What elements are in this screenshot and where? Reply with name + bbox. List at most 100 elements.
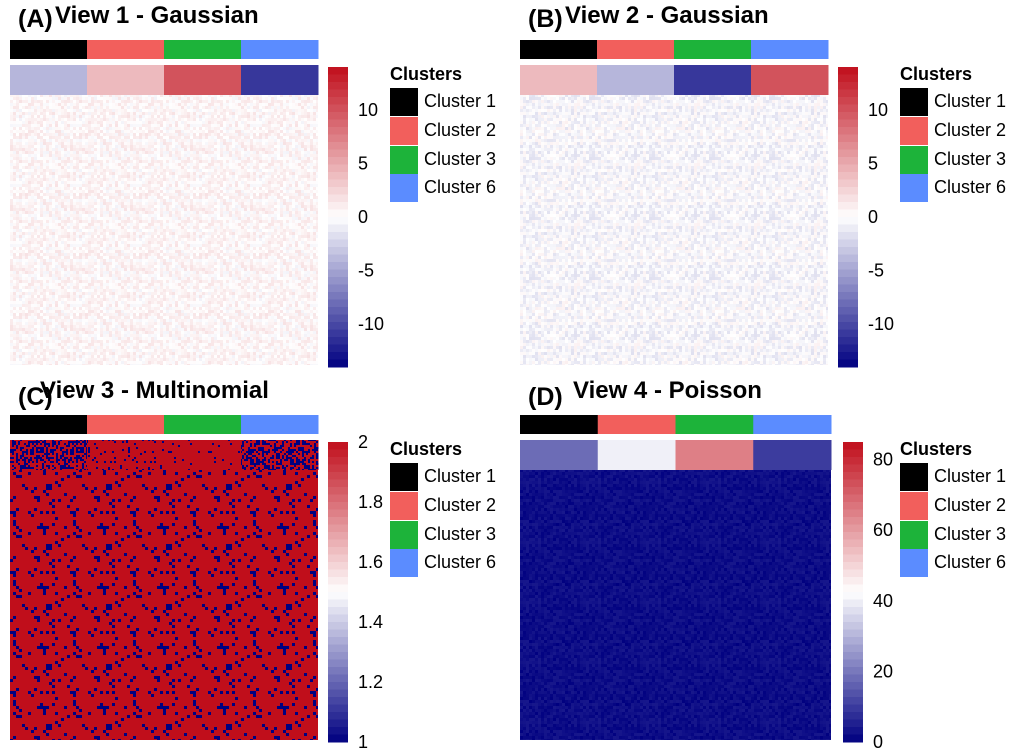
- scale-step: [328, 359, 348, 368]
- scale-step: [843, 674, 863, 683]
- scale-step: [328, 224, 348, 233]
- scale-step: [328, 472, 348, 480]
- legend-swatch: [900, 463, 928, 491]
- heatmap-block: [520, 440, 599, 470]
- scale-tick-label: 1.8: [358, 492, 383, 512]
- legend-swatch: [390, 549, 418, 577]
- color-scale: 10 5 0 -5 -10: [328, 67, 384, 368]
- scale-tick-label: 40: [873, 591, 893, 611]
- legend-label: Cluster 3: [424, 149, 497, 169]
- scale-step: [838, 314, 858, 323]
- scale-step: [328, 637, 348, 645]
- panel-label: (D): [528, 383, 563, 411]
- scale-step: [328, 104, 348, 113]
- scale-step: [328, 614, 348, 623]
- scale-step: [328, 629, 348, 638]
- scale-step: [328, 509, 348, 518]
- scale-step: [838, 119, 858, 128]
- scale-tick-label: 0: [873, 732, 883, 750]
- scale-step: [843, 727, 863, 735]
- scale-step: [838, 299, 858, 308]
- scale-step: [328, 337, 348, 345]
- scale-step: [328, 112, 348, 120]
- scale-step: [843, 577, 863, 585]
- scale-step: [328, 194, 348, 203]
- scale-step: [328, 134, 348, 143]
- scale-tick-label: -5: [358, 261, 374, 281]
- heatmap-block: [10, 440, 88, 470]
- scale-step: [328, 247, 348, 255]
- scale-step: [843, 562, 863, 570]
- legend-swatch: [390, 463, 418, 491]
- scale-step: [843, 584, 863, 593]
- scale-step: [328, 269, 348, 278]
- scale-step: [838, 262, 858, 270]
- scale-tick-label: -5: [868, 261, 884, 281]
- cluster-bar-segment: [241, 40, 319, 59]
- scale-step: [328, 457, 348, 465]
- scale-step: [838, 269, 858, 278]
- heatmap-block: [10, 65, 88, 95]
- scale-step: [838, 247, 858, 255]
- legend-swatch: [900, 117, 928, 145]
- scale-step: [843, 457, 863, 465]
- legend-label: Cluster 1: [424, 91, 497, 111]
- scale-step: [843, 569, 863, 578]
- scale-tick-label: 0: [358, 207, 368, 227]
- legend-swatch: [390, 146, 418, 174]
- scale-step: [838, 89, 858, 98]
- cluster-bar-segment: [520, 415, 599, 434]
- scale-step: [328, 142, 348, 150]
- cluster-bar-segment: [241, 415, 319, 434]
- scale-step: [328, 97, 348, 105]
- legend-swatch: [390, 521, 418, 549]
- scale-tick-label: 1.2: [358, 672, 383, 692]
- scale-step: [328, 734, 348, 743]
- scale-step: [843, 472, 863, 480]
- scale-step: [838, 322, 858, 330]
- legend-label: Cluster 2: [934, 120, 1007, 140]
- panel-label: (B): [528, 5, 563, 33]
- scale-step: [838, 307, 858, 315]
- scale-step: [328, 569, 348, 578]
- legend-label: Cluster 6: [424, 552, 497, 572]
- heatmap-block: [520, 65, 598, 95]
- legend-title: Clusters: [390, 64, 463, 84]
- scale-step: [843, 449, 863, 458]
- scale-step: [328, 344, 348, 353]
- heatmap-block: [87, 440, 165, 470]
- scale-tick-label: 10: [868, 100, 888, 120]
- color-scale: 2 1.8 1.6 1.4 1.2 1: [328, 432, 383, 750]
- legend-label: Cluster 6: [424, 177, 497, 197]
- scale-step: [328, 524, 348, 533]
- scale-step: [328, 712, 348, 720]
- heatmap-block: [87, 65, 165, 95]
- scale-tick-label: -10: [358, 314, 384, 334]
- scale-tick-label: 60: [873, 520, 893, 540]
- scale-step: [328, 599, 348, 608]
- scale-step: [328, 292, 348, 300]
- legend-swatch: [900, 521, 928, 549]
- scale-step: [328, 464, 348, 473]
- scale-step: [328, 689, 348, 698]
- scale-step: [328, 262, 348, 270]
- scale-step: [328, 592, 348, 600]
- scale-step: [328, 704, 348, 713]
- legend-title: Clusters: [900, 439, 973, 459]
- scale-step: [328, 449, 348, 458]
- legend-swatch: [900, 88, 928, 116]
- legend-label: Cluster 2: [424, 120, 497, 140]
- scale-tick-label: 0: [868, 207, 878, 227]
- scale-step: [843, 682, 863, 690]
- scale-step: [328, 547, 348, 555]
- scale-step: [843, 547, 863, 555]
- scale-step: [838, 344, 858, 353]
- scale-step: [843, 494, 863, 503]
- scale-step: [328, 149, 348, 158]
- scale-step: [843, 442, 863, 450]
- cluster-bar-segment: [164, 415, 242, 434]
- scale-step: [843, 659, 863, 668]
- scale-tick-label: 1.6: [358, 552, 383, 572]
- scale-step: [328, 202, 348, 210]
- scale-step: [328, 554, 348, 563]
